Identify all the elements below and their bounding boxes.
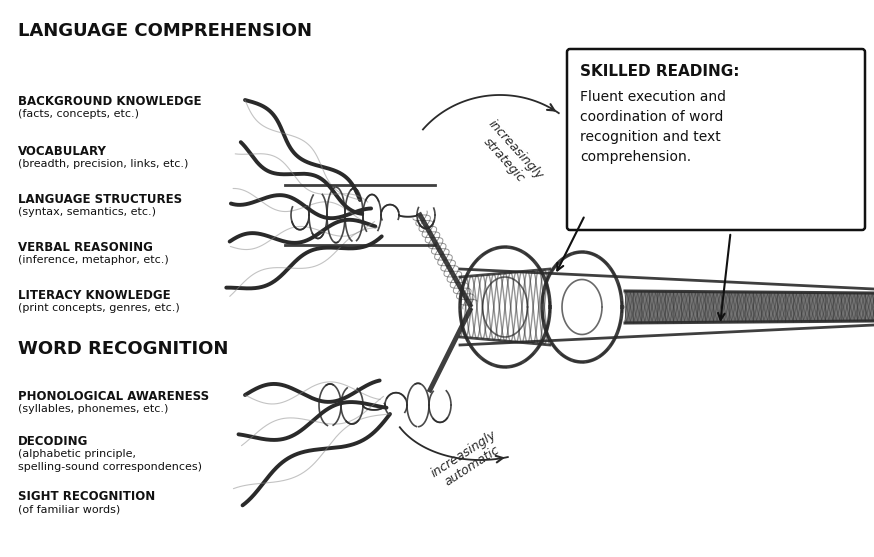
Text: increasingly
automatic: increasingly automatic: [429, 428, 507, 492]
Text: spelling-sound correspondences): spelling-sound correspondences): [18, 462, 202, 472]
Text: (syllables, phonemes, etc.): (syllables, phonemes, etc.): [18, 404, 169, 414]
Text: VERBAL REASONING: VERBAL REASONING: [18, 241, 153, 254]
Text: BACKGROUND KNOWLEDGE: BACKGROUND KNOWLEDGE: [18, 95, 202, 108]
Text: (inference, metaphor, etc.): (inference, metaphor, etc.): [18, 255, 169, 265]
Text: (syntax, semantics, etc.): (syntax, semantics, etc.): [18, 207, 156, 217]
Text: PHONOLOGICAL AWARENESS: PHONOLOGICAL AWARENESS: [18, 390, 209, 403]
Text: LANGUAGE STRUCTURES: LANGUAGE STRUCTURES: [18, 193, 182, 206]
Text: (alphabetic principle,: (alphabetic principle,: [18, 449, 136, 459]
Text: Fluent execution and
coordination of word
recognition and text
comprehension.: Fluent execution and coordination of wor…: [580, 90, 726, 164]
Text: (of familiar words): (of familiar words): [18, 504, 121, 514]
FancyBboxPatch shape: [567, 49, 865, 230]
Text: (facts, concepts, etc.): (facts, concepts, etc.): [18, 109, 139, 119]
Text: (breadth, precision, links, etc.): (breadth, precision, links, etc.): [18, 159, 189, 169]
Text: (print concepts, genres, etc.): (print concepts, genres, etc.): [18, 303, 180, 313]
Text: LANGUAGE COMPREHENSION: LANGUAGE COMPREHENSION: [18, 22, 312, 40]
Text: SIGHT RECOGNITION: SIGHT RECOGNITION: [18, 490, 156, 503]
Text: DECODING: DECODING: [18, 435, 88, 448]
Text: LITERACY KNOWLEDGE: LITERACY KNOWLEDGE: [18, 289, 170, 302]
Text: increasingly
strategic: increasingly strategic: [475, 118, 545, 192]
Text: SKILLED READING:: SKILLED READING:: [580, 64, 739, 79]
Text: WORD RECOGNITION: WORD RECOGNITION: [18, 340, 228, 358]
Text: VOCABULARY: VOCABULARY: [18, 145, 107, 158]
